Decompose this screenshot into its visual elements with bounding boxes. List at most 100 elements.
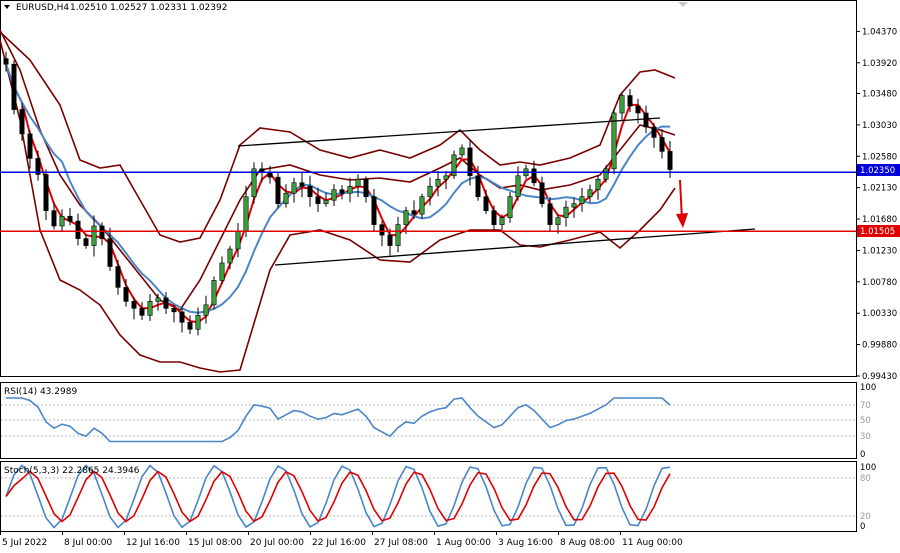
candle [99, 222, 105, 246]
level-blue-label: 1.02350 [860, 166, 895, 176]
stoch-main-line [5, 464, 671, 529]
candle [571, 198, 577, 218]
candle [379, 221, 385, 247]
triangle-marker-icon[interactable] [678, 2, 688, 7]
candle [619, 92, 625, 121]
candle [107, 227, 113, 271]
candle [11, 60, 17, 115]
stoch-signal-line [5, 470, 671, 523]
rsi-pane-frame [0, 382, 857, 459]
time-tick-label: 1 Aug 00:00 [436, 538, 491, 548]
price-tick-label: 1.04370 [862, 27, 897, 37]
fast-moving-average-line [5, 63, 671, 324]
price-level-labels: 1.02350 1.01505 [857, 164, 900, 237]
candle [371, 189, 377, 232]
channel-lower-trendline[interactable] [274, 228, 756, 266]
candle [75, 213, 81, 246]
price-tick-label: 0.99430 [862, 372, 897, 382]
candle [123, 278, 129, 307]
candle [83, 234, 89, 249]
candle [19, 103, 25, 141]
candle [307, 175, 313, 207]
svg-text:50: 50 [860, 416, 871, 426]
candle [587, 184, 593, 203]
symbol-header: EURUSD,H4 [16, 3, 69, 13]
candle [395, 216, 401, 253]
svg-text:100: 100 [860, 463, 876, 473]
price-tick-label: 1.01680 [862, 215, 897, 225]
time-tick-label: 15 Jul 08:00 [188, 538, 242, 548]
level-red-label: 1.01505 [860, 227, 895, 237]
candle [443, 171, 449, 190]
candle [291, 177, 297, 203]
candle [67, 207, 73, 226]
time-tick-label: 27 Jul 08:00 [374, 538, 428, 548]
time-tick-label: 8 Jul 00:00 [64, 538, 113, 548]
candle [611, 108, 617, 175]
candle [547, 196, 553, 231]
candle [43, 169, 49, 221]
candle [531, 160, 537, 187]
candle [451, 150, 457, 179]
stoch-levels [1, 477, 856, 517]
candle [35, 150, 41, 181]
time-axis: 5 Jul 2022 8 Jul 00:00 12 Jul 16:00 15 Jul … [0, 531, 683, 548]
stoch-axis: 100 80 20 0 [860, 463, 876, 532]
candle [203, 295, 209, 324]
price-tick-label: 1.02130 [862, 184, 897, 194]
candle [427, 177, 433, 206]
arrow-down-icon [676, 213, 688, 228]
candle [419, 193, 425, 219]
time-tick-label: 8 Aug 08:00 [560, 538, 615, 548]
candle [91, 215, 97, 257]
candle [603, 165, 609, 183]
candle [219, 256, 225, 284]
candle [283, 184, 289, 208]
candle [403, 206, 409, 235]
slow-moving-average-line [5, 63, 671, 314]
rsi-levels [1, 404, 856, 437]
candle [411, 200, 417, 220]
candle [211, 276, 217, 310]
candle [483, 189, 489, 214]
price-tick-label: 1.03030 [862, 121, 897, 131]
candle [491, 205, 497, 232]
candle [355, 174, 361, 198]
candle [227, 245, 233, 270]
candle [659, 129, 665, 159]
channel-upper-trendline[interactable] [237, 117, 661, 147]
time-tick-label: 12 Jul 16:00 [126, 538, 180, 548]
candle [339, 185, 345, 200]
candle [435, 170, 441, 197]
candle [299, 172, 305, 198]
candle [467, 140, 473, 186]
candlestick-series [3, 51, 673, 336]
candle [195, 307, 201, 336]
candle [275, 172, 281, 209]
candle [331, 184, 337, 206]
triangle-down-icon[interactable] [4, 5, 10, 9]
candle [131, 297, 137, 320]
bollinger-lower-band [0, 39, 676, 373]
candle [323, 192, 329, 207]
price-tick-label: 1.00780 [862, 278, 897, 288]
price-tick-label: 0.99880 [862, 341, 897, 351]
svg-text:30: 30 [860, 432, 871, 442]
candle [539, 176, 545, 208]
candle [363, 176, 369, 203]
candle [163, 292, 169, 315]
time-tick-label: 22 Jul 16:00 [312, 538, 366, 548]
candle [51, 202, 57, 230]
candle [3, 51, 9, 72]
candle [579, 187, 585, 212]
candle [155, 293, 161, 311]
candle [627, 89, 633, 112]
svg-text:20: 20 [860, 512, 871, 522]
stoch-label: Stoch(5,3,3) 22.2865 24.3946 [4, 466, 140, 476]
candle [59, 209, 65, 231]
svg-text:0: 0 [860, 450, 865, 460]
candle [507, 192, 513, 223]
price-tick-label: 1.03920 [862, 59, 897, 69]
time-tick-label: 11 Aug 00:00 [622, 538, 683, 548]
